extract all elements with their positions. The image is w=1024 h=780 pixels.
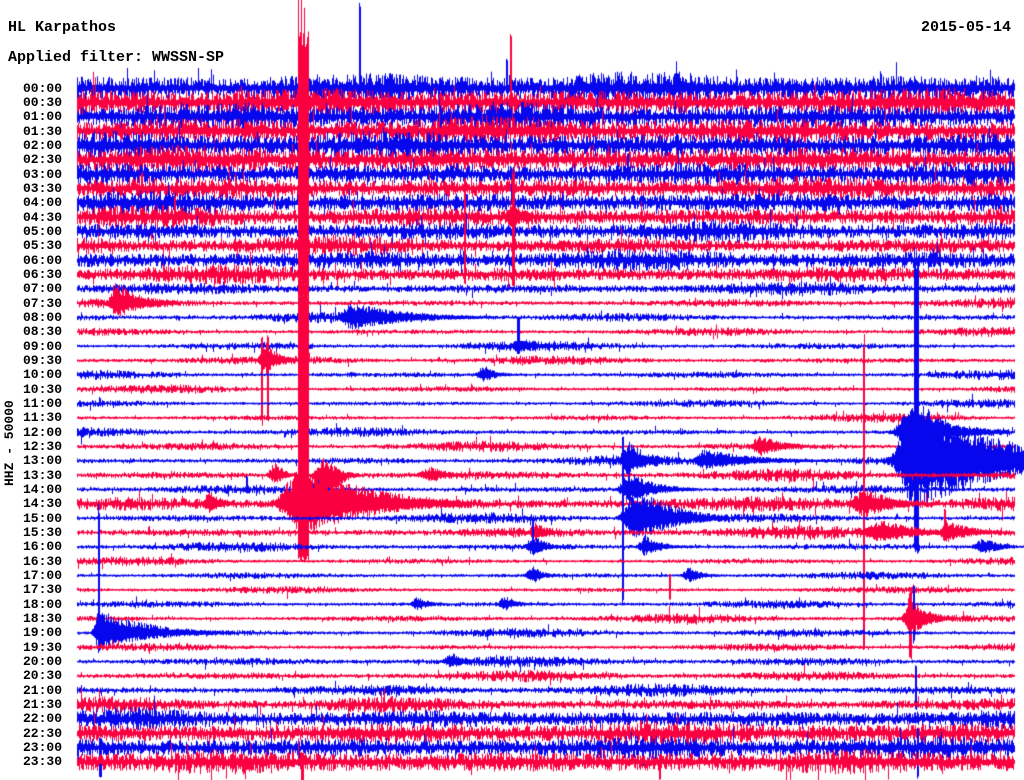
row-time-label: 04:00 bbox=[22, 195, 62, 211]
row-time-label: 19:00 bbox=[22, 625, 62, 641]
row-time-label: 13:30 bbox=[22, 467, 62, 483]
time-axis-labels: 00:00 00:30 01:00 01:30 02:00 02:30 03:00 03:30… bbox=[0, 0, 62, 780]
row-time-label: 10:00 bbox=[22, 367, 62, 383]
row-time-label: 15:30 bbox=[22, 525, 62, 541]
row-time-label: 06:30 bbox=[22, 266, 62, 282]
station-title: HL Karpathos bbox=[8, 19, 117, 36]
row-time-label: 11:30 bbox=[22, 410, 62, 426]
row-time-label: 10:30 bbox=[22, 381, 62, 397]
row-time-label: 14:00 bbox=[22, 482, 62, 498]
row-time-label: 16:30 bbox=[22, 553, 62, 569]
row-time-label: 05:00 bbox=[22, 223, 62, 239]
row-time-label: 01:00 bbox=[22, 109, 62, 125]
row-time-label: 21:00 bbox=[22, 682, 62, 698]
row-time-label: 19:30 bbox=[22, 639, 62, 655]
row-time-label: 20:00 bbox=[22, 654, 62, 670]
row-time-label: 02:30 bbox=[22, 152, 62, 168]
row-time-label: 07:00 bbox=[22, 281, 62, 297]
row-time-label: 16:00 bbox=[22, 539, 62, 555]
row-time-label: 09:00 bbox=[22, 338, 62, 354]
row-time-label: 17:00 bbox=[22, 568, 62, 584]
row-time-label: 23:00 bbox=[22, 740, 62, 756]
row-time-label: 22:00 bbox=[22, 711, 62, 727]
row-time-label: 21:30 bbox=[22, 697, 62, 713]
row-time-label: 02:00 bbox=[22, 137, 62, 153]
row-time-label: 11:00 bbox=[22, 395, 62, 411]
row-time-label: 12:30 bbox=[22, 439, 62, 454]
row-time-label: 00:30 bbox=[22, 94, 62, 110]
row-time-label: 12:00 bbox=[22, 424, 62, 440]
row-time-label: 17:30 bbox=[22, 582, 62, 598]
row-time-label: 07:30 bbox=[22, 295, 62, 311]
row-time-label: 08:00 bbox=[22, 309, 62, 325]
date-label: 2015-05-14 bbox=[920, 19, 1011, 36]
row-time-label: 13:00 bbox=[22, 453, 62, 469]
applied-filter-label: Applied filter: WWSSN-SP bbox=[8, 49, 225, 66]
row-time-label: 00:00 bbox=[22, 80, 62, 96]
channel-scale-label: HHZ - 50000 bbox=[2, 400, 17, 486]
row-time-label: 20:30 bbox=[22, 668, 62, 684]
row-time-label: 04:30 bbox=[22, 209, 62, 225]
row-time-label: 15:00 bbox=[22, 510, 62, 526]
row-time-label: 03:00 bbox=[22, 166, 62, 182]
row-time-label: 03:30 bbox=[22, 180, 62, 196]
row-time-label: 18:00 bbox=[22, 596, 62, 612]
row-time-label: 09:30 bbox=[22, 352, 62, 368]
row-time-label: 18:30 bbox=[22, 611, 62, 627]
row-time-label: 05:30 bbox=[22, 238, 62, 254]
row-time-label: 01:30 bbox=[22, 123, 62, 139]
row-time-label: 23:30 bbox=[22, 754, 62, 770]
row-time-label: 14:30 bbox=[22, 496, 62, 512]
row-time-label: 22:30 bbox=[22, 725, 62, 741]
row-time-label: 06:00 bbox=[22, 252, 62, 268]
row-time-label: 08:30 bbox=[22, 324, 62, 340]
